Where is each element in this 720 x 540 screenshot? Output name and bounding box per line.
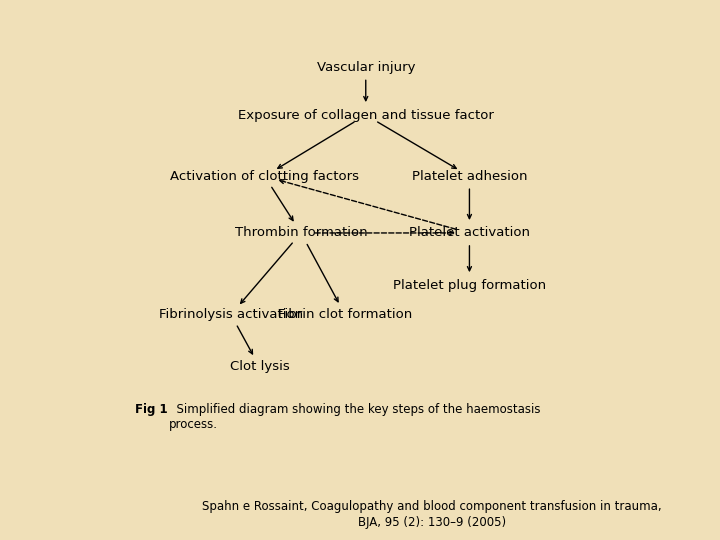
Text: BJA, 95 (2): 130–9 (2005): BJA, 95 (2): 130–9 (2005)	[358, 516, 506, 529]
FancyArrowPatch shape	[278, 122, 354, 168]
FancyArrowPatch shape	[467, 246, 472, 271]
Text: Vascular injury: Vascular injury	[317, 61, 415, 74]
Text: Platelet plug formation: Platelet plug formation	[393, 279, 546, 292]
FancyArrowPatch shape	[307, 245, 338, 302]
FancyArrowPatch shape	[315, 231, 454, 235]
Text: Clot lysis: Clot lysis	[230, 360, 289, 373]
Text: Spahn e Rossaint, Coagulopathy and blood component transfusion in trauma,: Spahn e Rossaint, Coagulopathy and blood…	[202, 500, 662, 513]
Text: Exposure of collagen and tissue factor: Exposure of collagen and tissue factor	[238, 109, 494, 122]
Text: Fibrinolysis activation: Fibrinolysis activation	[159, 308, 303, 321]
Text: Fig 1: Fig 1	[135, 403, 168, 416]
FancyArrowPatch shape	[271, 187, 293, 220]
Text: Platelet adhesion: Platelet adhesion	[412, 170, 527, 183]
Text: Activation of clotting factors: Activation of clotting factors	[170, 170, 359, 183]
FancyArrowPatch shape	[240, 243, 292, 303]
Text: Thrombin formation: Thrombin formation	[235, 226, 367, 239]
FancyArrowPatch shape	[280, 180, 456, 229]
FancyArrowPatch shape	[467, 189, 472, 219]
FancyArrowPatch shape	[364, 80, 368, 100]
Text: Platelet activation: Platelet activation	[409, 226, 530, 239]
FancyArrowPatch shape	[237, 326, 253, 354]
Text: Fibrin clot formation: Fibrin clot formation	[278, 308, 412, 321]
FancyArrowPatch shape	[377, 122, 456, 168]
Text: Simplified diagram showing the key steps of the haemostasis
process.: Simplified diagram showing the key steps…	[168, 403, 540, 431]
